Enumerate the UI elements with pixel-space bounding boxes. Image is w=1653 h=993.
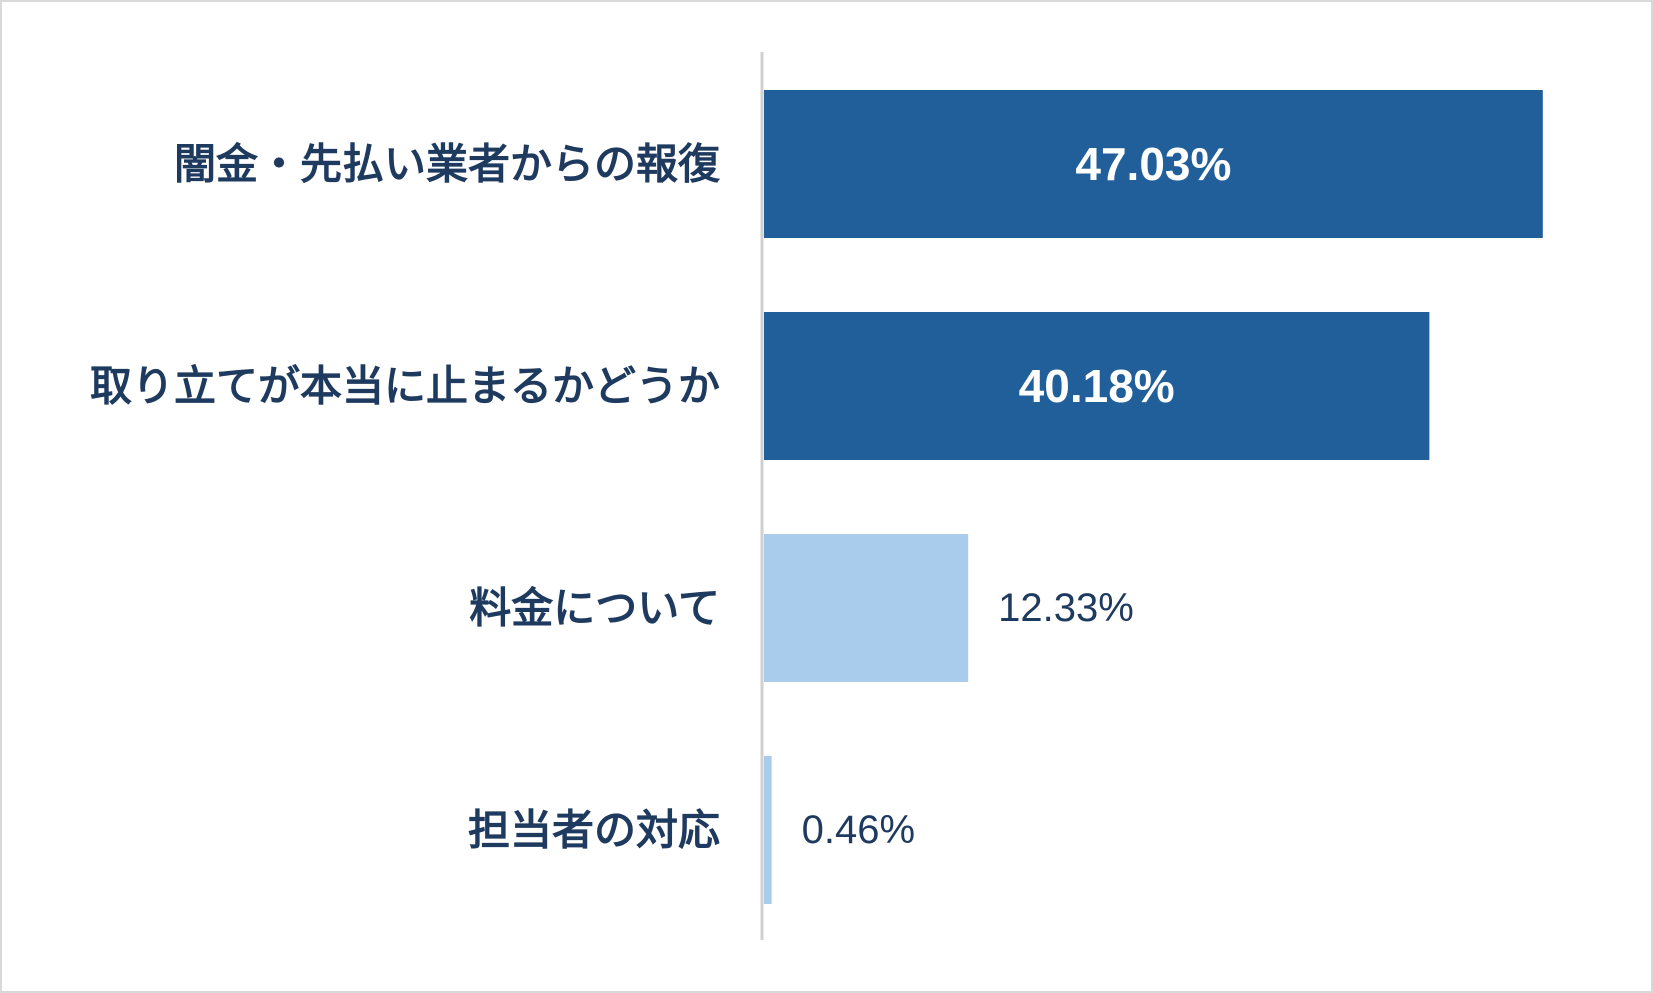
bar-1 — [764, 90, 1543, 238]
category-label-4: 担当者の対応 — [468, 806, 720, 855]
category-label-2: 取り立てが本当に止まるかどうか — [90, 362, 720, 411]
value-label-2: 40.18% — [1019, 360, 1175, 412]
value-label-4: 0.46% — [802, 808, 915, 852]
value-label-3: 12.33% — [998, 586, 1134, 630]
bar-4 — [764, 756, 772, 904]
category-label-3: 料金について — [469, 584, 720, 633]
value-label-1: 47.03% — [1075, 138, 1231, 190]
bar-3 — [764, 534, 969, 682]
bars-layer — [764, 90, 1543, 904]
category-label-1: 闇金・先払い業者からの報復 — [174, 140, 721, 189]
bar-2 — [764, 312, 1430, 460]
labels-layer: 闇金・先払い業者からの報復 47.03% 取り立てが本当に止まるかどうか 40.18%… — [90, 138, 1231, 855]
